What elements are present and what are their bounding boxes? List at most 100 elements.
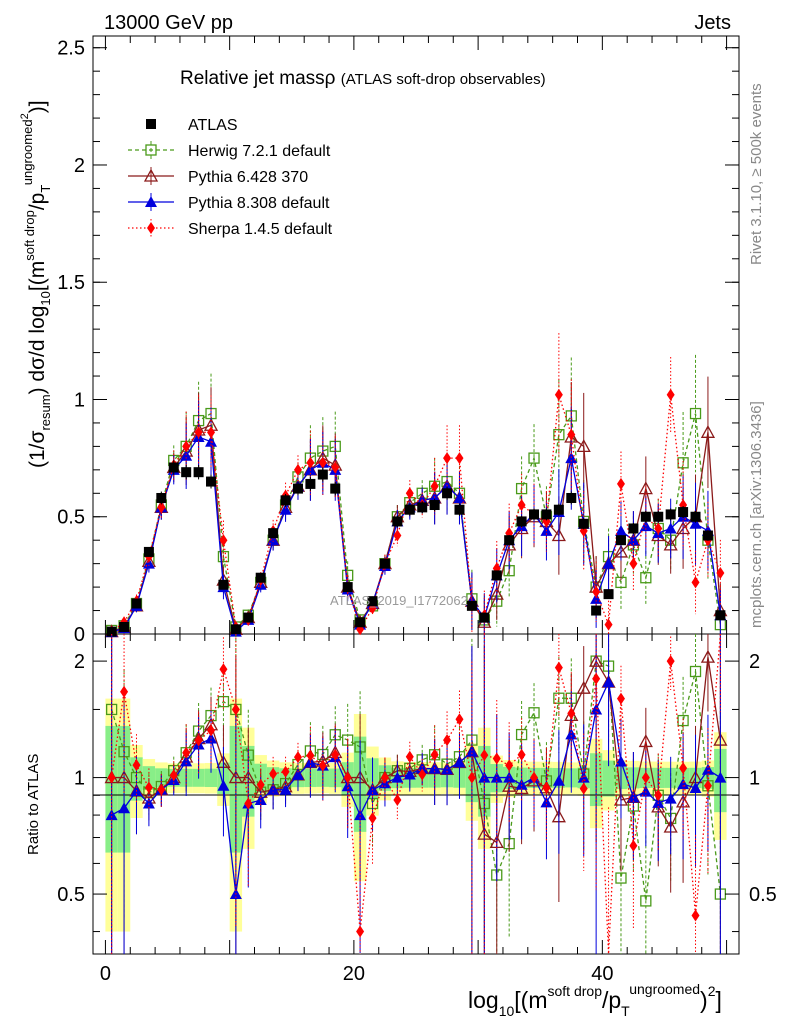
ratio-point — [565, 728, 578, 740]
ratio-series-layer — [104, 633, 728, 955]
ratio-point — [629, 839, 638, 852]
data-point — [666, 388, 675, 401]
data-point — [664, 522, 677, 534]
ratio-y-tick-label: 1 — [74, 768, 85, 790]
data-point — [393, 529, 402, 542]
ratio-point — [641, 771, 650, 784]
data-point — [206, 476, 217, 487]
data-point — [528, 452, 540, 464]
data-point — [602, 557, 615, 569]
ratio-point — [107, 771, 116, 784]
ratio-point — [380, 771, 389, 784]
legend-label: Herwig 7.2.1 default — [188, 143, 331, 160]
ratio-point — [553, 692, 565, 704]
ratio-point — [331, 748, 340, 761]
x-tick-label: 20 — [343, 963, 365, 985]
ratio-band-inner — [142, 766, 156, 790]
ratio-point — [207, 724, 216, 737]
data-point — [119, 621, 130, 632]
plot-title: Relative jet massρ (ATLAS soft-drop obse… — [180, 68, 546, 89]
ratio-point — [478, 771, 491, 783]
legend-label: Pythia 8.308 default — [188, 195, 330, 212]
data-point — [640, 572, 652, 584]
data-point — [367, 596, 378, 607]
legend-entry-sherpa: Sherpa 1.4.5 default — [128, 219, 333, 238]
data-point — [279, 503, 292, 515]
legend-marker — [145, 144, 157, 156]
data-point — [640, 511, 651, 522]
data-point — [616, 477, 625, 490]
ratio-point — [627, 791, 640, 803]
main-series-layer — [104, 333, 728, 638]
data-point — [230, 624, 241, 635]
main-y-axis-label: (1/σresum) dσ/d log10[(msoft drop/pTungr… — [19, 100, 53, 468]
legend-label: ATLAS — [188, 117, 238, 134]
data-point — [217, 550, 230, 563]
data-point — [529, 509, 540, 520]
ratio-point — [602, 676, 615, 688]
ratio-point — [256, 778, 265, 791]
ratio-point — [465, 745, 478, 757]
ratio-point — [306, 749, 315, 762]
data-point — [702, 530, 713, 541]
x-axis-label: log10[(msoft drop/pTungroomed)2] — [468, 981, 722, 1019]
data-point — [255, 572, 266, 583]
data-point — [267, 534, 280, 546]
ratio-point — [403, 768, 416, 780]
data-point — [554, 388, 563, 401]
ratio-point — [231, 703, 240, 716]
data-point — [157, 501, 166, 514]
ratio-point — [677, 714, 689, 727]
legend-marker — [145, 196, 157, 207]
ratio-point — [664, 792, 677, 804]
data-point — [218, 579, 229, 590]
legend-marker — [147, 222, 155, 234]
ratio-point — [118, 802, 131, 814]
data-point — [517, 499, 526, 512]
ratio-point — [430, 748, 439, 761]
y-tick-label: 2 — [74, 155, 85, 177]
data-point — [690, 511, 701, 522]
y-tick-label: 0 — [74, 624, 85, 646]
data-point — [678, 507, 689, 518]
ratio-point — [194, 734, 203, 747]
ratio-point — [689, 781, 702, 793]
ratio-point — [567, 707, 576, 720]
data-point — [665, 509, 676, 520]
ratio-point — [480, 749, 489, 762]
ratio-point — [640, 895, 652, 907]
legend-entry-herwig: Herwig 7.2.1 default — [128, 141, 331, 160]
data-point — [417, 502, 428, 513]
y-tick-label: 0.5 — [57, 507, 85, 529]
data-point — [293, 463, 302, 476]
data-point — [168, 462, 179, 473]
ratio-point — [254, 794, 267, 806]
data-point — [591, 605, 602, 616]
data-point — [331, 461, 340, 474]
data-point — [355, 617, 366, 628]
data-point — [306, 456, 315, 469]
ratio-point — [528, 707, 540, 719]
data-point — [330, 483, 341, 494]
data-point — [566, 492, 577, 503]
data-point — [318, 456, 327, 469]
ratio-point — [105, 809, 118, 821]
data-point — [280, 495, 291, 506]
ratio-point — [505, 759, 514, 772]
ratio-y-tick-label-right: 1 — [749, 768, 760, 790]
legend-entry-pythia: Pythia 8.308 default — [128, 193, 330, 212]
ratio-point — [391, 771, 404, 783]
ratio-point — [540, 796, 553, 808]
ratio-point — [654, 789, 663, 802]
data-point — [305, 478, 316, 489]
data-point — [691, 576, 700, 589]
ratio-y-axis-label: Ratio to ATLAS — [25, 754, 42, 855]
series-sherpa — [107, 333, 725, 638]
ratio-point — [169, 769, 178, 782]
data-point — [443, 452, 452, 465]
legend-label: Sherpa 1.4.5 default — [188, 221, 333, 238]
data-point — [567, 428, 576, 441]
data-point — [716, 567, 725, 580]
ratio-point — [467, 771, 476, 784]
ratio-point — [120, 685, 129, 698]
